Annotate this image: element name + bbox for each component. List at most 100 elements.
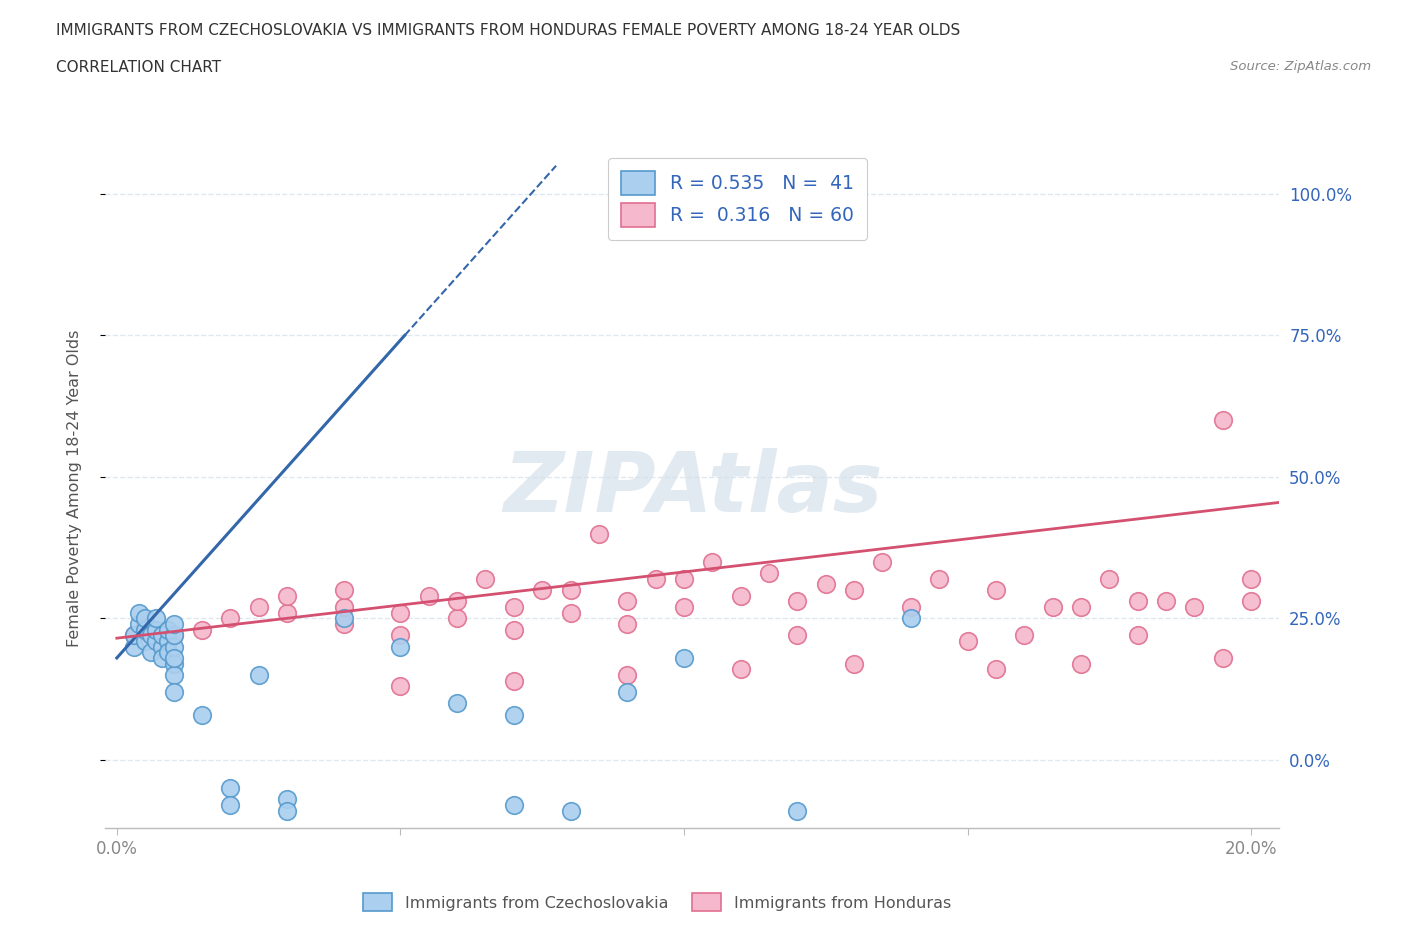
Point [616,668,638,683]
Point [1240,571,1263,586]
Point [145,633,167,648]
Point [786,804,808,818]
Point [616,617,638,631]
Text: ZIPAtlas: ZIPAtlas [503,447,882,529]
Point [1070,657,1092,671]
Point [446,696,468,711]
Point [122,628,145,643]
Point [162,651,184,666]
Point [145,622,167,637]
Point [1240,594,1263,609]
Point [276,804,298,818]
Point [842,657,865,671]
Point [389,628,412,643]
Point [786,628,808,643]
Point [1212,651,1234,666]
Point [389,639,412,654]
Point [1182,600,1205,615]
Point [191,707,214,722]
Point [418,589,440,604]
Point [276,792,298,807]
Point [145,611,167,626]
Point [502,798,524,813]
Point [134,617,156,631]
Point [588,526,610,541]
Point [1012,628,1035,643]
Point [276,605,298,620]
Point [162,657,184,671]
Point [162,617,184,631]
Point [560,582,582,598]
Point [162,639,184,654]
Point [247,668,270,683]
Point [389,605,412,620]
Point [219,798,242,813]
Point [531,582,554,598]
Point [842,582,865,598]
Y-axis label: Female Poverty Among 18-24 Year Olds: Female Poverty Among 18-24 Year Olds [67,329,82,647]
Point [616,594,638,609]
Point [134,633,156,648]
Point [502,622,524,637]
Point [872,554,894,569]
Point [644,571,666,586]
Point [1212,413,1234,428]
Point [156,633,179,648]
Point [502,673,524,688]
Point [332,617,354,631]
Point [758,565,780,580]
Point [162,684,184,699]
Point [162,628,184,643]
Point [1042,600,1064,615]
Point [1070,600,1092,615]
Point [122,639,145,654]
Point [900,600,922,615]
Text: Source: ZipAtlas.com: Source: ZipAtlas.com [1230,60,1371,73]
Text: IMMIGRANTS FROM CZECHOSLOVAKIA VS IMMIGRANTS FROM HONDURAS FEMALE POVERTY AMONG : IMMIGRANTS FROM CZECHOSLOVAKIA VS IMMIGR… [56,23,960,38]
Point [156,644,179,659]
Point [900,611,922,626]
Point [122,628,145,643]
Point [984,582,1007,598]
Point [139,644,162,659]
Point [134,611,156,626]
Point [1154,594,1177,609]
Point [219,611,242,626]
Point [928,571,950,586]
Point [1126,594,1149,609]
Point [156,622,179,637]
Point [730,589,752,604]
Point [984,662,1007,677]
Point [191,622,214,637]
Point [702,554,724,569]
Point [560,804,582,818]
Point [786,594,808,609]
Text: CORRELATION CHART: CORRELATION CHART [56,60,221,75]
Point [332,600,354,615]
Point [150,639,173,654]
Point [247,600,270,615]
Point [502,707,524,722]
Point [134,622,156,637]
Legend: Immigrants from Czechoslovakia, Immigrants from Honduras: Immigrants from Czechoslovakia, Immigran… [357,886,957,918]
Point [219,780,242,795]
Point [162,628,184,643]
Point [128,605,150,620]
Point [150,651,173,666]
Point [332,582,354,598]
Point [389,679,412,694]
Point [145,633,167,648]
Point [128,617,150,631]
Point [672,600,695,615]
Point [150,628,173,643]
Point [672,651,695,666]
Point [814,577,837,591]
Point [474,571,496,586]
Point [446,611,468,626]
Point [162,668,184,683]
Point [1126,628,1149,643]
Point [616,684,638,699]
Point [332,611,354,626]
Point [502,600,524,615]
Point [730,662,752,677]
